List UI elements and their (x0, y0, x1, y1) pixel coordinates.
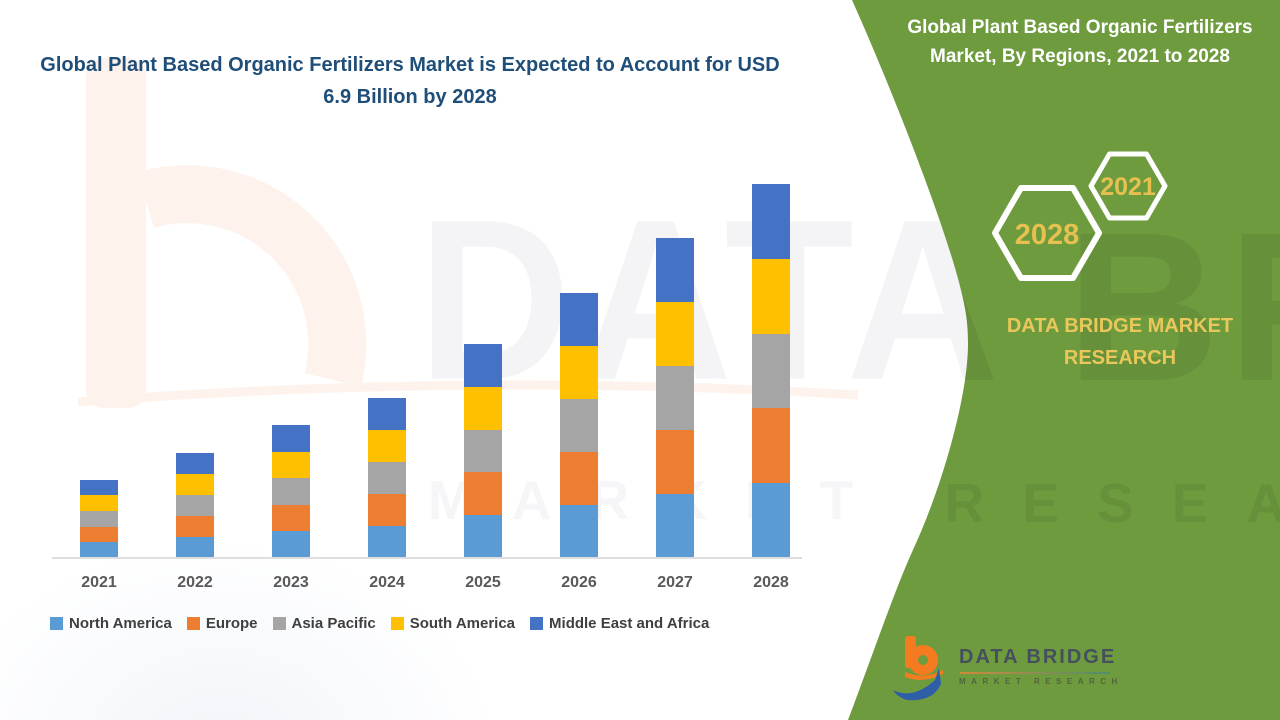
bar-segment-2023-europe (272, 504, 310, 532)
bar-segment-2022-asia-pacific (176, 494, 214, 516)
hexagon-2021 (1088, 151, 1168, 221)
bar-2026 (560, 292, 598, 558)
side-panel-brand-text: DATA BRIDGE MARKET RESEARCH (1006, 315, 1234, 369)
bar-segment-2028-europe (752, 408, 790, 484)
bar-segment-2022-europe (176, 515, 214, 537)
bar-segment-2021-north-america (80, 542, 118, 558)
hexagon-2021-label: 2021 (1100, 173, 1156, 201)
company-logo-text: DATA BRIDGE MARKET RESEARCH (959, 646, 1123, 686)
legend-swatch-north-america (50, 617, 63, 630)
green-panel-shape (848, 0, 1280, 720)
hexagon-badges: 2021 2028 (992, 151, 1168, 281)
bar-segment-2021-asia-pacific (80, 510, 118, 527)
bar-segment-2025-north-america (464, 515, 502, 558)
bar-segment-2028-north-america (752, 483, 790, 558)
bar-segment-2028-south-america (752, 258, 790, 334)
bar-segment-2023-asia-pacific (272, 478, 310, 505)
logo-divider (960, 672, 1110, 674)
x-axis-label-2025: 2025 (465, 574, 501, 591)
bar-segment-2023-north-america (272, 531, 310, 558)
bar-segment-2028-middle-east-and-africa (752, 184, 790, 259)
bar-segment-2021-europe (80, 526, 118, 543)
bar-segment-2024-asia-pacific (368, 462, 406, 494)
bar-segment-2025-middle-east-and-africa (464, 344, 502, 387)
hexagon-2028-label: 2028 (1015, 219, 1080, 251)
legend-swatch-europe (186, 617, 200, 630)
bar-2025 (464, 344, 502, 558)
bar-2024 (368, 398, 406, 558)
legend-label: North America (69, 615, 172, 632)
legend-item-south-america: South America (390, 615, 516, 632)
bar-segment-2024-middle-east-and-africa (368, 398, 406, 430)
bar-2023 (272, 425, 310, 558)
x-axis-label-2024: 2024 (369, 574, 405, 591)
bar-segment-2025-europe (464, 472, 502, 516)
bar-segment-2022-south-america (176, 473, 214, 495)
chart-legend: North America Europe Asia Pacific South Ame… (50, 615, 840, 632)
legend-label: Asia Pacific (291, 615, 376, 632)
bar-segment-2024-europe (368, 494, 406, 526)
bar-segment-2027-asia-pacific (656, 366, 694, 430)
logo-title: DATA BRIDGE (959, 646, 1117, 668)
x-axis-label-2023: 2023 (273, 574, 309, 591)
legend-swatch-middle-east-and-africa (530, 617, 544, 630)
bar-segment-2026-europe (560, 451, 598, 505)
legend-swatch-asia-pacific (272, 617, 286, 630)
bar-2027 (656, 238, 694, 558)
legend-item-europe: Europe (186, 615, 258, 632)
legend-label: Middle East and Africa (549, 615, 710, 632)
bar-segment-2026-asia-pacific (560, 398, 598, 452)
x-axis-label-2021: 2021 (81, 574, 117, 591)
watermark-text-tagline-on-panel: MARKET RESEARCH (428, 472, 1280, 534)
bar-segment-2021-south-america (80, 495, 118, 511)
legend-item-north-america: North America (50, 615, 172, 632)
bar-2028 (752, 184, 790, 558)
bar-segment-2028-asia-pacific (752, 333, 790, 409)
legend-swatch-south-america (390, 617, 404, 630)
bar-segment-2023-south-america (272, 451, 310, 479)
bar-segment-2027-south-america (656, 302, 694, 366)
company-logo-icon (893, 636, 943, 701)
legend-label: South America (409, 615, 516, 632)
bar-segment-2027-middle-east-and-africa (656, 238, 694, 302)
side-panel-title: Global Plant Based Organic Fertilizers M… (907, 17, 1253, 67)
logo-subtitle: MARKET RESEARCH (959, 677, 1123, 686)
legend-item-asia-pacific: Asia Pacific (272, 615, 376, 632)
bar-2022 (176, 452, 214, 558)
bar-segment-2027-europe (656, 430, 694, 494)
bar-segment-2024-north-america (368, 526, 406, 558)
company-logo: DATA BRIDGE MARKET RESEARCH (891, 634, 1123, 704)
chart-title: Global Plant Based Organic Fertilizers M… (40, 54, 780, 108)
bar-segment-2022-middle-east-and-africa (176, 452, 214, 474)
bar-segment-2023-middle-east-and-africa (272, 425, 310, 452)
legend-item-middle-east-and-africa: Middle East and Africa (530, 615, 709, 632)
legend-label: Europe (205, 615, 258, 632)
x-axis-label-2027: 2027 (657, 574, 693, 591)
bar-segment-2024-south-america (368, 430, 406, 462)
bar-segment-2025-south-america (464, 386, 502, 430)
bar-segment-2027-north-america (656, 494, 694, 558)
x-axis-label-2026: 2026 (561, 574, 597, 591)
x-axis-line (52, 557, 802, 559)
x-axis-label-2028: 2028 (753, 574, 789, 591)
bar-segment-2026-north-america (560, 504, 598, 558)
bar-segment-2021-middle-east-and-africa (80, 479, 118, 496)
bar-segment-2022-north-america (176, 536, 214, 558)
x-axis-label-2022: 2022 (177, 574, 213, 591)
bar-2021 (80, 479, 118, 558)
bar-segment-2026-south-america (560, 345, 598, 399)
hexagon-2028 (992, 185, 1102, 281)
bar-segment-2025-asia-pacific (464, 429, 502, 473)
bar-segment-2026-middle-east-and-africa (560, 292, 598, 346)
